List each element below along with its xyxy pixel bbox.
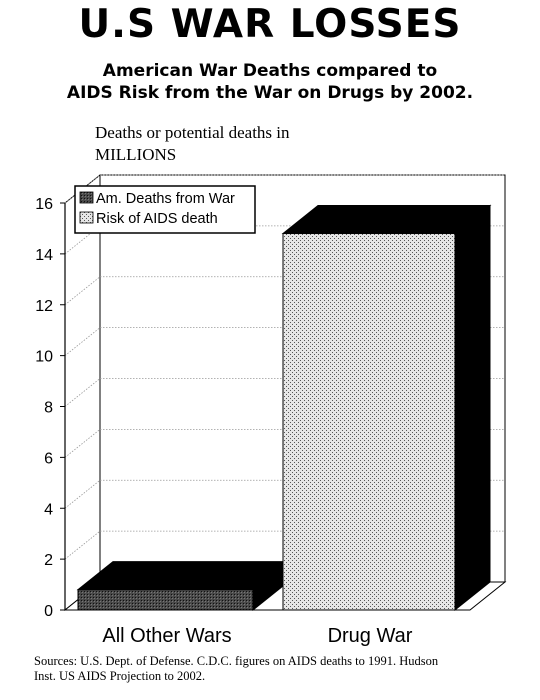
y-tick-label: 12	[35, 298, 53, 315]
x-tick-label: Drug War	[328, 625, 413, 647]
legend-entry: Am. Deaths from War	[96, 191, 235, 207]
subtitle-line-1: American War Deaths compared to	[102, 61, 438, 81]
subtitle-line-2: AIDS Risk from the War on Drugs by 2002.	[66, 83, 474, 103]
y-tick-label: 10	[35, 349, 53, 366]
bar-top	[281, 205, 492, 235]
gridline	[64, 479, 101, 509]
y-tick-label: 2	[44, 552, 53, 569]
y-axis-label-line-2: MILLIONS	[95, 145, 177, 164]
sources-line-2: Inst. US AIDS Projection to 2002.	[34, 669, 206, 683]
gridline	[64, 530, 101, 560]
bar-front	[77, 589, 254, 611]
legend: Am. Deaths from War Risk of AIDS death	[74, 185, 256, 234]
y-tick-label: 16	[35, 196, 53, 213]
bar-all-other-wars	[76, 560, 290, 612]
chart-title: U.S WAR LOSSES	[78, 2, 462, 47]
y-tick-label: 6	[44, 450, 53, 467]
sources-note: Sources: U.S. Dept. of Defense. C.D.C. f…	[34, 654, 524, 684]
y-tick-label: 4	[44, 501, 53, 518]
bar-top	[76, 561, 290, 591]
bar-front	[282, 233, 456, 611]
bar-side	[454, 204, 491, 612]
legend-box	[74, 185, 256, 234]
chart-subtitle: American War Deaths compared to AIDS Ris…	[0, 60, 540, 104]
sources-line-1: Sources: U.S. Dept. of Defense. C.D.C. f…	[34, 654, 439, 668]
y-tick-label: 14	[35, 247, 53, 264]
y-axis-label: Deaths or potential deaths in MILLIONS	[95, 122, 355, 166]
y-tick-label: 0	[44, 603, 53, 620]
gridline	[64, 327, 101, 356]
gridline	[64, 429, 101, 458]
gridline	[64, 378, 101, 407]
y-axis-label-line-1: Deaths or potential deaths in	[95, 123, 290, 142]
gridline	[64, 276, 101, 306]
x-tick-label: All Other Wars	[102, 625, 231, 647]
legend-swatch	[79, 191, 94, 204]
bar-drug-war	[281, 204, 492, 612]
y-tick-label: 8	[44, 400, 53, 417]
legend-entry: Risk of AIDS death	[96, 211, 218, 227]
legend-swatch	[79, 211, 94, 224]
